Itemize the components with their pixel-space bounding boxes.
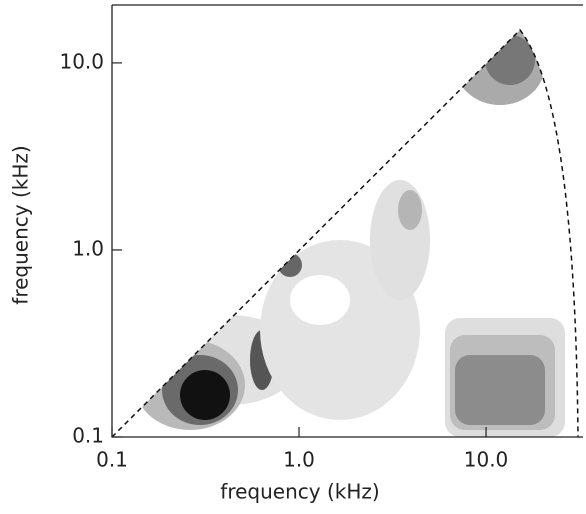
y-axis-label: frequency (kHz) (9, 145, 33, 304)
x-tick-label: 1.0 (283, 448, 315, 472)
y-tick-label: 1.0 (72, 236, 104, 260)
x-axis-label: frequency (kHz) (220, 480, 379, 504)
contour-field (135, 30, 565, 437)
y-tick-label: 0.1 (72, 424, 104, 448)
contour-region (180, 370, 230, 420)
x-tick-label: 0.1 (96, 448, 128, 472)
contour-region (290, 275, 350, 325)
domain-boundary (111, 28, 579, 438)
contour-region (398, 190, 422, 230)
x-tick-label: 10.0 (464, 448, 509, 472)
y-tick-label: 10.0 (59, 49, 104, 73)
contour-region (485, 35, 535, 85)
contour-region (455, 355, 545, 425)
contour-region (370, 180, 430, 300)
contour-region (278, 253, 302, 277)
